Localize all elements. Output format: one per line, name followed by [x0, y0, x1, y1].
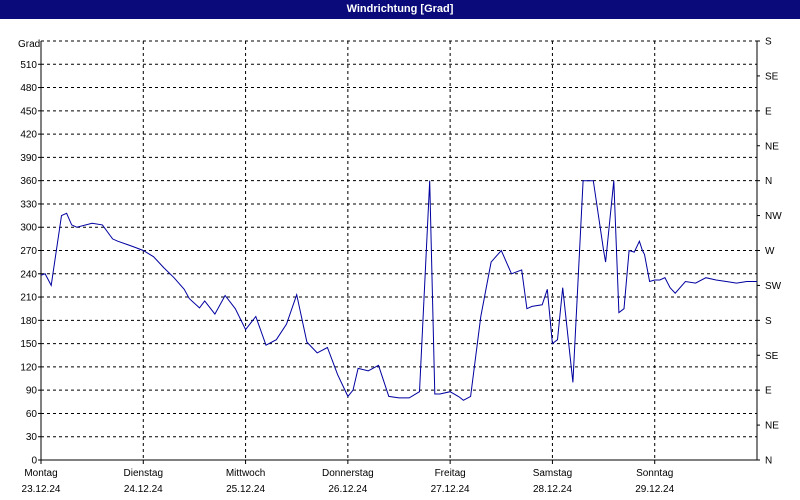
x-tick-label-date: 24.12.24 [124, 484, 163, 495]
grid-layer [41, 40, 757, 460]
x-tick-label-date: 26.12.24 [328, 484, 367, 495]
right-tick-label: E [765, 386, 772, 397]
y-tick-label: 180 [20, 316, 37, 327]
y-tick-label: 60 [26, 409, 38, 420]
y-tick-label: 450 [20, 106, 37, 117]
y-tick-label: 120 [20, 362, 37, 373]
y-tick-label: 0 [31, 456, 37, 467]
x-tick-label-day: Sonntag [636, 468, 673, 479]
chart-area: Grad 0 30 60 90 120 150 180 210 240 270 300 330 360 39… [18, 37, 782, 496]
x-tick-label-day: Samstag [533, 468, 572, 479]
right-tick-label: S [765, 316, 772, 327]
right-tick-label: N [765, 456, 772, 467]
x-tick-label-date: 28.12.24 [533, 484, 572, 495]
y-tick-label: 480 [20, 83, 37, 94]
right-tick-label: W [765, 246, 775, 257]
x-tick-label-date: 23.12.24 [22, 484, 61, 495]
series-line [40, 180, 757, 401]
y-tick-label: 390 [20, 153, 37, 164]
y-tick-label: 240 [20, 269, 37, 280]
right-tick-label: NE [765, 421, 779, 432]
axis-layer [38, 40, 760, 464]
right-tick-label: SE [765, 71, 779, 82]
y-axis-unit-label: Grad [18, 39, 40, 50]
y-tick-label: 150 [20, 339, 37, 350]
right-tick-label: NW [765, 211, 782, 222]
y-tick-label: 90 [26, 386, 38, 397]
x-tick-label-day: Mittwoch [226, 468, 265, 479]
x-tick-label-day: Donnerstag [322, 468, 374, 479]
y-tick-label: 420 [20, 130, 37, 141]
x-tick-label-date: 27.12.24 [431, 484, 470, 495]
right-tick-label: N [765, 176, 772, 187]
y-tick-label: 510 [20, 60, 37, 71]
right-tick-label: S [765, 37, 772, 48]
y-tick-label: 330 [20, 199, 37, 210]
x-tick-label-date: 29.12.24 [635, 484, 674, 495]
y-tick-label: 300 [20, 223, 37, 234]
right-tick-label: SE [765, 351, 779, 362]
series-layer [40, 180, 757, 401]
x-tick-label-date: 25.12.24 [226, 484, 265, 495]
x-tick-label-day: Montag [24, 468, 57, 479]
y-tick-label: 360 [20, 176, 37, 187]
y-tick-label: 270 [20, 246, 37, 257]
x-tick-label-day: Freitag [435, 468, 466, 479]
right-tick-label: NE [765, 141, 779, 152]
y-tick-label: 30 [26, 432, 38, 443]
chart-title-bar: Windrichtung [Grad] [0, 0, 800, 19]
right-tick-label: SW [765, 281, 782, 292]
right-tick-label: E [765, 106, 772, 117]
label-layer: Grad 0 30 60 90 120 150 180 210 240 270 300 330 360 39… [18, 37, 782, 496]
x-tick-label-day: Dienstag [124, 468, 163, 479]
y-tick-label: 210 [20, 293, 37, 304]
